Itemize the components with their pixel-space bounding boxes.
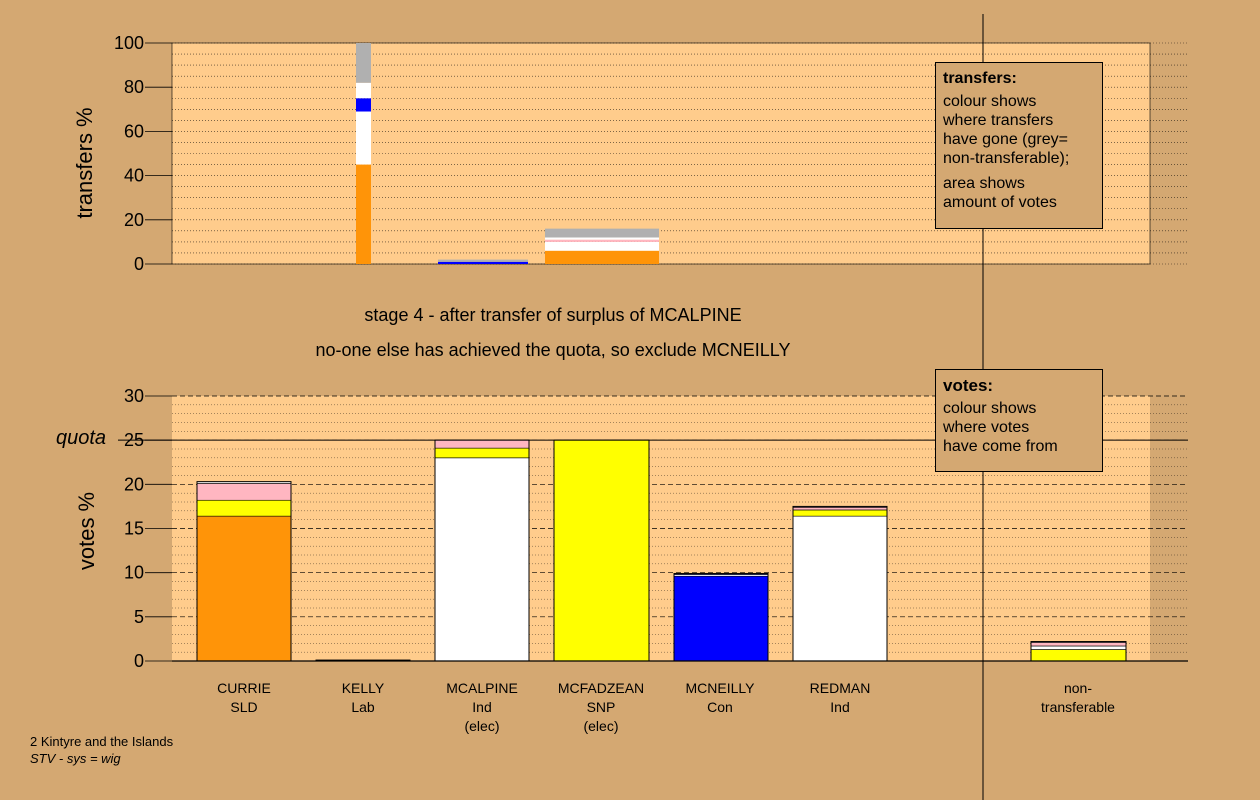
transfer-segment bbox=[356, 111, 371, 165]
votes-tick-label: 10 bbox=[124, 563, 144, 583]
vote-segment bbox=[196, 499, 292, 517]
transfers-legend-title: transfers: bbox=[943, 70, 1017, 87]
transfers-legend-line: area shows bbox=[943, 175, 1025, 192]
vote-segment bbox=[673, 575, 769, 662]
vote-segment bbox=[792, 509, 888, 517]
candidate-label-non-transferable: non-transferable bbox=[1041, 680, 1115, 715]
votes-legend-line: have come from bbox=[943, 438, 1058, 455]
candidate-label-redman: REDMAN Ind bbox=[809, 680, 871, 715]
transfers-tick-label: 0 bbox=[134, 254, 144, 274]
transfers-tick-label: 40 bbox=[124, 166, 144, 186]
vote-segment bbox=[1030, 642, 1127, 647]
system-label: STV - sys = wig bbox=[30, 751, 121, 766]
transfers-axis-title: transfers % bbox=[72, 107, 97, 219]
transfers-legend-line: have gone (grey= bbox=[943, 131, 1068, 148]
votes-tick-label: 5 bbox=[134, 607, 144, 627]
stage-caption-line1: stage 4 - after transfer of surplus of M… bbox=[364, 305, 742, 325]
candidate-label-mcneilly: MCNEILLY Con bbox=[685, 680, 755, 715]
candidate-label-kelly: KELLY Lab bbox=[341, 680, 385, 715]
transfers-legend: transfers: colour shows where transfers … bbox=[935, 62, 1103, 229]
votes-legend-line: where votes bbox=[943, 419, 1030, 436]
transfers-tick-label: 20 bbox=[124, 210, 144, 230]
transfers-tick-label: 60 bbox=[124, 121, 144, 141]
transfers-tick-label: 100 bbox=[114, 33, 144, 53]
transfer-segment bbox=[545, 239, 659, 242]
vote-segment bbox=[196, 515, 292, 662]
vote-segment bbox=[553, 439, 650, 662]
votes-axis-title: votes % bbox=[74, 491, 99, 571]
votes-tick-label: 15 bbox=[124, 519, 144, 539]
transfer-segment bbox=[356, 98, 371, 112]
transfers-tick-label: 80 bbox=[124, 77, 144, 97]
transfers-legend-line: amount of votes bbox=[943, 194, 1057, 211]
stage-caption-line2: no-one else has achieved the quota, so e… bbox=[315, 340, 791, 360]
vote-segment bbox=[434, 457, 530, 662]
transfer-segment bbox=[545, 228, 659, 238]
candidate-label-mcfadzean: MCFADZEAN SNP (elec) bbox=[557, 680, 645, 734]
transfers-legend-line: where transfers bbox=[943, 112, 1054, 129]
transfer-segment bbox=[438, 261, 528, 264]
votes-legend-line: colour shows bbox=[943, 400, 1037, 417]
vote-segment bbox=[792, 515, 888, 662]
transfer-segment bbox=[356, 82, 371, 99]
votes-legend-title: votes: bbox=[943, 376, 994, 395]
transfer-segment bbox=[356, 43, 371, 83]
vote-segment bbox=[434, 447, 530, 459]
transfer-segment bbox=[545, 241, 659, 251]
vote-segment bbox=[434, 439, 530, 449]
ward-name: 2 Kintyre and the Islands bbox=[30, 734, 174, 749]
votes-legend: votes: colour shows where votes have com… bbox=[935, 369, 1103, 472]
vote-segment bbox=[1030, 645, 1127, 650]
vote-segment bbox=[792, 506, 888, 511]
transfers-legend-line: non-transferable); bbox=[943, 150, 1070, 167]
footer: 2 Kintyre and the Islands STV - sys = wi… bbox=[30, 733, 173, 767]
vote-segment bbox=[1030, 649, 1127, 662]
vote-segment bbox=[196, 483, 292, 501]
candidate-label-mcalpine: MCALPINE Ind (elec) bbox=[446, 680, 518, 734]
transfer-segment bbox=[545, 250, 659, 264]
transfers-legend-line: colour shows bbox=[943, 93, 1037, 110]
votes-tick-label: 30 bbox=[124, 386, 144, 406]
quota-label: quota bbox=[56, 427, 107, 449]
votes-tick-label: 0 bbox=[134, 651, 144, 671]
candidate-label-currie: CURRIE SLD bbox=[217, 680, 271, 715]
transfer-segment bbox=[438, 259, 528, 262]
transfer-segment bbox=[356, 164, 371, 264]
votes-tick-label: 20 bbox=[124, 474, 144, 494]
transfer-segment bbox=[545, 237, 659, 240]
